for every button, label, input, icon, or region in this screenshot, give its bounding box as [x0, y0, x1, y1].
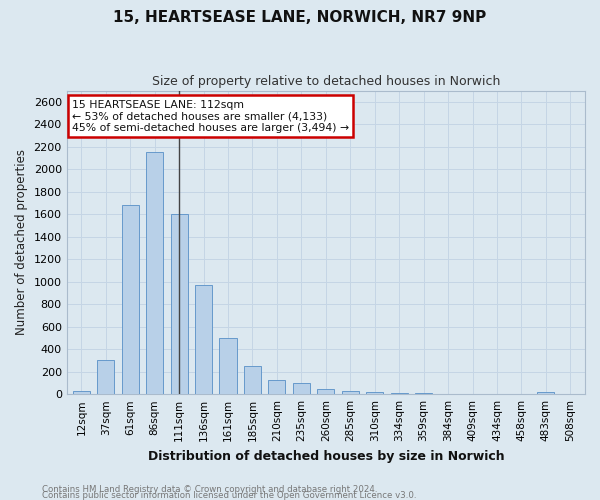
Bar	[342, 391, 359, 394]
Bar	[73, 392, 90, 394]
Bar	[97, 360, 115, 394]
Bar	[220, 338, 236, 394]
Bar	[122, 206, 139, 394]
Text: 15, HEARTSEASE LANE, NORWICH, NR7 9NP: 15, HEARTSEASE LANE, NORWICH, NR7 9NP	[113, 10, 487, 25]
Bar	[391, 393, 408, 394]
Text: Contains HM Land Registry data © Crown copyright and database right 2024.: Contains HM Land Registry data © Crown c…	[42, 484, 377, 494]
Y-axis label: Number of detached properties: Number of detached properties	[15, 150, 28, 336]
Bar	[195, 285, 212, 394]
Text: 15 HEARTSEASE LANE: 112sqm
← 53% of detached houses are smaller (4,133)
45% of s: 15 HEARTSEASE LANE: 112sqm ← 53% of deta…	[72, 100, 349, 133]
Bar	[538, 392, 554, 394]
Bar	[170, 214, 188, 394]
Bar	[317, 389, 334, 394]
Text: Contains public sector information licensed under the Open Government Licence v3: Contains public sector information licen…	[42, 490, 416, 500]
Title: Size of property relative to detached houses in Norwich: Size of property relative to detached ho…	[152, 75, 500, 88]
Bar	[293, 383, 310, 394]
X-axis label: Distribution of detached houses by size in Norwich: Distribution of detached houses by size …	[148, 450, 504, 462]
Bar	[244, 366, 261, 394]
Bar	[366, 392, 383, 394]
Bar	[268, 380, 286, 394]
Bar	[146, 152, 163, 394]
